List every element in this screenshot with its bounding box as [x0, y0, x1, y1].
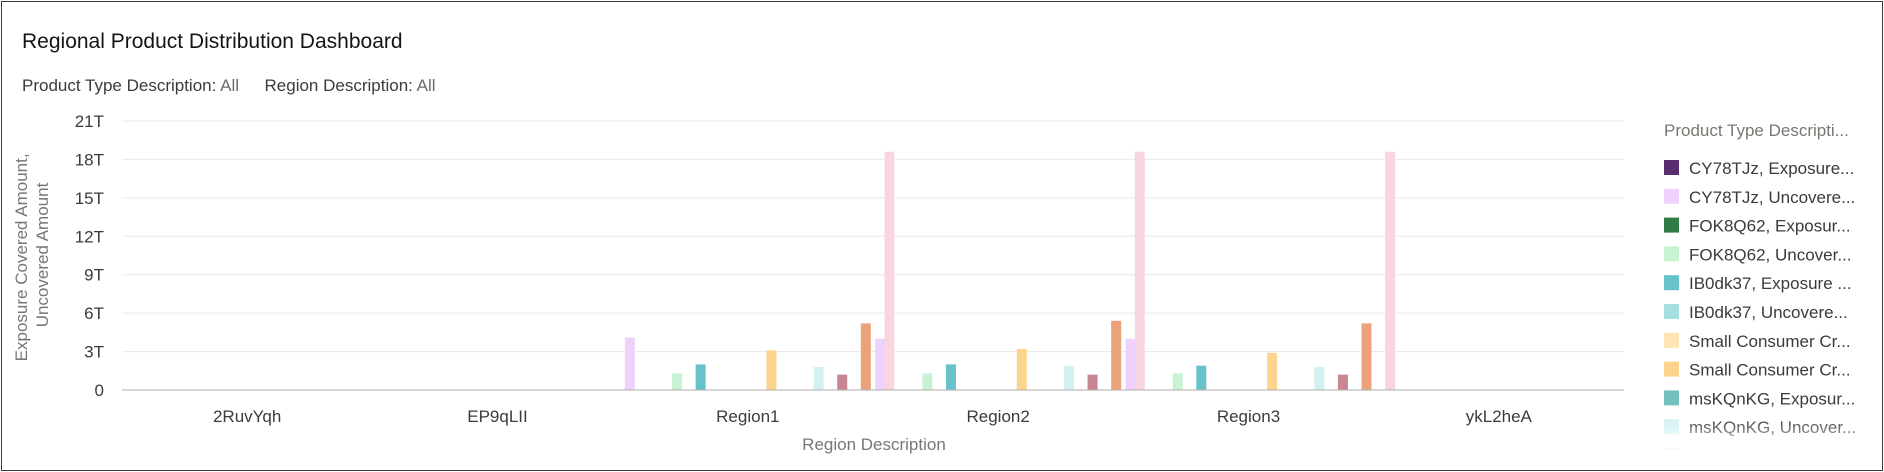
bar[interactable] [624, 337, 635, 390]
bar[interactable] [672, 373, 683, 390]
bar[interactable] [1361, 323, 1372, 390]
legend-swatch [1664, 361, 1679, 377]
y-tick-label: 9T [84, 266, 104, 285]
legend: Product Type Descripti... CY78TJz, Expos… [1650, 121, 1880, 450]
legend-swatch [1664, 246, 1679, 262]
legend-label: CY78TJz, Exposure... [1689, 159, 1854, 178]
bars [624, 151, 1396, 390]
legend-swatch [1664, 275, 1679, 291]
legend-label: Small Consumer Cr... [1689, 361, 1851, 380]
bar[interactable] [1125, 338, 1136, 390]
y-axis-ticks: 0 3T 6T 9T 12T 15T 18T 21T [75, 112, 104, 400]
grid-lines [122, 120, 1624, 353]
filter-region-label: Region Description: [264, 76, 413, 95]
legend-swatch [1664, 448, 1679, 450]
filter-region-value: All [416, 76, 436, 95]
bar[interactable] [875, 338, 886, 390]
bar[interactable] [1134, 151, 1145, 390]
bar[interactable] [1087, 374, 1098, 390]
filter-product-type-value: All [220, 76, 240, 95]
y-tick-label: 6T [84, 304, 104, 323]
legend-item[interactable]: FOK8Q62, Uncover... [1664, 245, 1852, 264]
bar[interactable] [1063, 365, 1074, 390]
filter-product-type[interactable]: Product Type Description: All [22, 76, 244, 95]
y-tick-label: 0 [95, 381, 104, 400]
bar[interactable] [1111, 320, 1122, 390]
legend-swatch [1664, 160, 1679, 175]
bar[interactable] [860, 323, 871, 390]
legend-title: Product Type Descripti... [1664, 121, 1849, 140]
legend-item[interactable]: Small Consumer Cr... [1664, 361, 1851, 380]
legend-item[interactable]: CY78TJz, Uncovere... [1664, 188, 1855, 207]
legend-label: Small Consumer Cr... [1689, 332, 1851, 351]
legend-item[interactable]: FOK8Q62, Exposur... [1664, 217, 1851, 236]
bar[interactable] [945, 364, 956, 390]
legend-item[interactable]: IB0dk37, Uncovere... [1664, 303, 1848, 322]
filter-region[interactable]: Region Description: All [265, 76, 436, 95]
y-tick-label: 12T [75, 227, 104, 246]
bar[interactable] [1196, 365, 1207, 390]
filter-bar: Product Type Description: All Region Des… [22, 76, 436, 96]
x-tick-label: Region3 [1217, 407, 1280, 426]
legend-item[interactable]: CY78TJz, Exposure... [1664, 159, 1854, 178]
legend-label: IB0dk37, Exposure ... [1689, 274, 1852, 293]
bar[interactable] [766, 350, 777, 390]
bar[interactable] [837, 374, 848, 390]
y-tick-label: 15T [75, 189, 104, 208]
dashboard-title: Regional Product Distribution Dashboard [22, 30, 403, 53]
y-tick-label: 3T [84, 343, 104, 362]
legend-label: FOK8Q62, Exposur... [1689, 217, 1851, 236]
bar[interactable] [884, 151, 895, 390]
legend-label: IB0dk37, Uncovere... [1689, 303, 1848, 322]
bar[interactable] [1314, 366, 1325, 390]
bar[interactable] [813, 366, 824, 390]
legend-item[interactable]: Small Consumer Cr... [1664, 332, 1851, 351]
y-tick-label: 18T [75, 150, 104, 169]
x-tick-label: Region1 [716, 407, 779, 426]
bar[interactable] [922, 373, 933, 390]
y-axis-title: Exposure Covered Amount, Uncovered Amoun… [12, 149, 52, 362]
legend-item[interactable]: IB0dk37, Exposure ... [1664, 274, 1852, 293]
bar[interactable] [1016, 349, 1027, 390]
x-tick-label: 2RuvYqh [213, 407, 281, 426]
x-axis-title: Region Description [802, 435, 946, 454]
x-tick-label: Region2 [967, 407, 1030, 426]
legend-item[interactable]: msKQnKG, Exposur... [1664, 389, 1855, 408]
bar[interactable] [1172, 373, 1183, 390]
legend-swatch [1664, 332, 1679, 348]
legend-label: CY78TJz, Uncovere... [1689, 188, 1855, 207]
y-tick-label: 21T [75, 112, 104, 131]
legend-swatch [1664, 188, 1679, 204]
bar[interactable] [1385, 151, 1396, 390]
legend-swatch [1664, 217, 1679, 233]
x-tick-label: ykL2heA [1466, 407, 1533, 426]
bar[interactable] [695, 364, 706, 390]
bar[interactable] [1267, 352, 1278, 390]
x-axis-ticks: 2RuvYqh EP9qLII Region1 Region2 Region3 ykL2h… [213, 407, 1533, 426]
x-tick-label: EP9qLII [467, 407, 528, 426]
legend-swatch [1664, 304, 1679, 319]
legend-label: msKQnKG, Exposur... [1689, 389, 1855, 408]
legend-swatch [1664, 390, 1679, 406]
filter-product-type-label: Product Type Description: [22, 76, 217, 95]
bar[interactable] [1337, 374, 1348, 390]
legend-label: FOK8Q62, Uncover... [1689, 245, 1852, 264]
